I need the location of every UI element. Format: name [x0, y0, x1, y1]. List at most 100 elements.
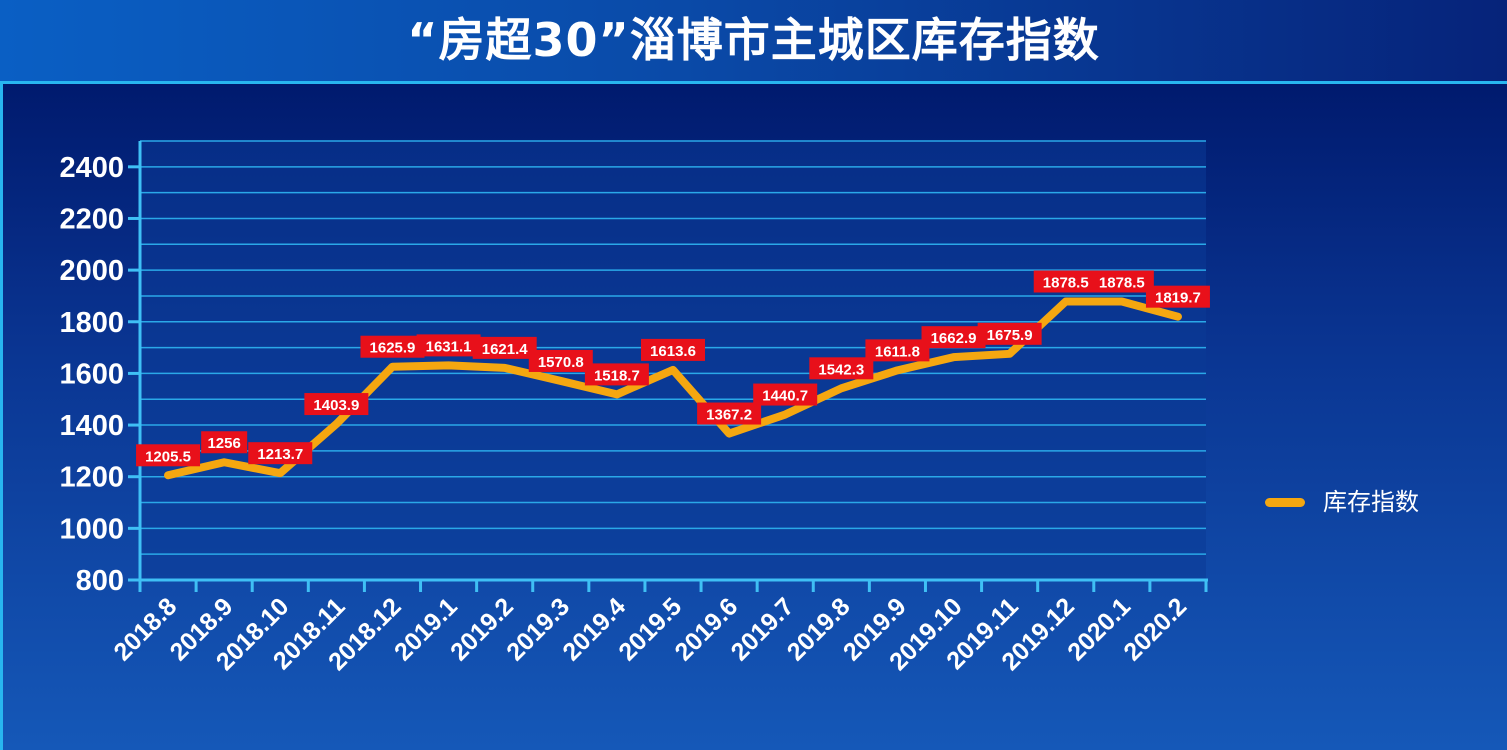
data-label-bg: [977, 322, 1042, 345]
legend-swatch: [1265, 497, 1305, 507]
data-label: 1403.9: [304, 393, 369, 416]
x-tick-label: 2019.2: [445, 592, 519, 666]
y-tick-label: 2200: [59, 203, 124, 235]
legend-label: 库存指数: [1323, 488, 1419, 516]
x-tick-label: 2019.4: [557, 592, 631, 666]
data-label-bg: [416, 334, 481, 357]
data-label-bg: [921, 326, 986, 349]
data-label-bg: [641, 338, 705, 361]
data-label-bg: [697, 402, 762, 425]
data-label-text: 1213.7: [257, 446, 303, 463]
data-label-text: 1542.3: [818, 361, 864, 378]
data-label-text: 1403.9: [313, 397, 359, 414]
data-label-bg: [472, 336, 537, 359]
y-tick-label: 2000: [59, 255, 124, 287]
data-point: [613, 391, 620, 398]
data-label-text: 1621.4: [482, 341, 529, 358]
data-label: 1205.5: [136, 444, 201, 467]
data-point: [557, 377, 564, 384]
data-point: [838, 385, 845, 392]
data-point: [333, 421, 340, 428]
y-tick-label: 1400: [59, 410, 124, 442]
data-label-text: 1367.2: [706, 407, 752, 424]
data-label-text: 1256: [207, 435, 240, 452]
data-point: [950, 354, 957, 361]
data-point: [782, 411, 789, 418]
data-label-text: 1518.7: [594, 367, 640, 384]
data-label: 1613.6: [641, 338, 705, 361]
data-label-text: 1613.6: [650, 343, 696, 360]
data-point: [1006, 350, 1013, 357]
y-tick-label: 1000: [59, 513, 124, 545]
data-label-bg: [1145, 285, 1210, 308]
data-label-bg: [809, 357, 874, 380]
data-label: 1440.7: [753, 383, 818, 406]
data-label-text: 1625.9: [370, 340, 416, 357]
data-label: 1878.5: [1033, 270, 1098, 293]
y-tick-label: 1200: [59, 462, 124, 494]
data-label: 1675.9: [977, 322, 1042, 345]
x-tick-label: 2019.7: [726, 592, 800, 666]
data-label-text: 1570.8: [538, 354, 584, 371]
data-label: 1621.4: [472, 336, 537, 359]
data-label-bg: [1033, 270, 1098, 293]
data-label: 1213.7: [248, 442, 313, 465]
chart-panel: 800 1000 1200 1400 1600 1800 2000 2200 2400 2018.…: [0, 84, 1507, 750]
data-point: [726, 430, 733, 437]
data-label: 1631.1: [416, 334, 481, 357]
y-tick-label: 1800: [59, 307, 124, 339]
data-point: [670, 366, 676, 373]
data-label-text: 1878.5: [1099, 274, 1145, 291]
data-point: [221, 459, 228, 466]
data-label: 1518.7: [584, 363, 649, 386]
data-label-bg: [304, 393, 369, 416]
data-point: [501, 364, 508, 371]
page-title: “房超30”淄博市主城区库存指数: [407, 13, 1100, 67]
data-label-bg: [248, 442, 313, 465]
x-tick-label: 2018.8: [108, 592, 182, 666]
data-label-text: 1631.1: [426, 338, 472, 355]
data-label-bg: [1089, 270, 1154, 293]
data-label-bg: [584, 363, 649, 386]
data-label: 1819.7: [1145, 285, 1210, 308]
data-label-text: 1611.8: [875, 343, 920, 360]
data-point: [1062, 298, 1069, 305]
data-point: [1118, 298, 1125, 305]
data-point: [445, 362, 452, 369]
data-label: 1611.8: [865, 339, 930, 362]
data-label-bg: [201, 431, 248, 454]
x-tick-label: 2019.5: [613, 592, 687, 666]
data-label: 1256: [201, 431, 248, 454]
data-label: 1570.8: [528, 349, 593, 372]
y-tick-label: 2400: [59, 152, 124, 184]
data-label: 1542.3: [809, 357, 874, 380]
data-point: [894, 367, 901, 374]
data-label-text: 1662.9: [931, 330, 977, 347]
title-bar: “房超30”淄博市主城区库存指数: [0, 0, 1507, 84]
data-point: [277, 470, 284, 477]
data-point: [389, 363, 396, 370]
data-label-text: 1878.5: [1043, 274, 1089, 291]
data-label-bg: [136, 444, 201, 467]
x-tick-label: 2019.3: [501, 592, 575, 666]
line-chart: 800 1000 1200 1400 1600 1800 2000 2200 2400 2018.…: [59, 140, 1210, 676]
legend: 库存指数: [1265, 484, 1419, 520]
data-label-text: 1205.5: [145, 448, 191, 465]
data-label-text: 1440.7: [762, 388, 808, 405]
x-tick-label: 2019.8: [782, 592, 856, 666]
data-label-bg: [753, 383, 818, 406]
data-label-text: 1675.9: [987, 327, 1033, 344]
y-tick-label: 1600: [59, 358, 124, 390]
x-tick-label: 2020.2: [1118, 592, 1192, 666]
data-label-bg: [865, 339, 930, 362]
x-tick-label: 2020.1: [1062, 592, 1136, 666]
x-tick-label: 2019.6: [669, 592, 743, 666]
data-label-bg: [528, 349, 593, 372]
data-point: [165, 472, 172, 479]
data-point: [1174, 313, 1181, 320]
y-tick-label: 800: [76, 565, 124, 597]
data-label: 1367.2: [697, 402, 762, 425]
data-label-text: 1819.7: [1155, 290, 1201, 307]
data-label: 1662.9: [921, 326, 986, 349]
data-label: 1878.5: [1089, 270, 1154, 293]
